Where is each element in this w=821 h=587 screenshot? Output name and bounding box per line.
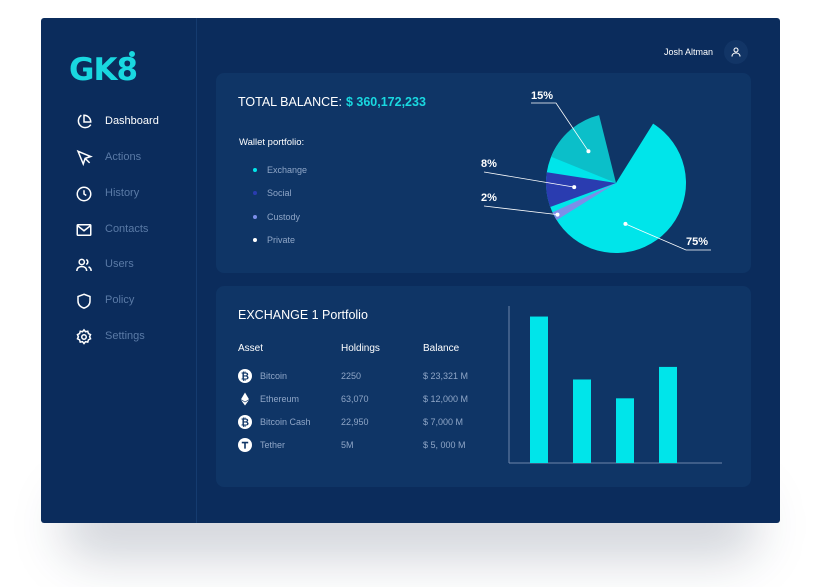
cursor-icon [76,149,93,167]
user-name: Josh Altman [663,47,713,57]
table-row[interactable]: Ethereum 63,070 $ 12,000 M [238,392,488,408]
table-row[interactable]: ₿ Bitcoin 2250 $ 23,321 M [238,369,488,385]
pie-slice-custody [552,183,616,221]
sidebar-item-policy[interactable]: Policy [75,291,134,311]
sidebar-item-label: History [105,187,140,199]
asset-holdings: 2250 [341,371,362,381]
asset-balance: $ 12,000 M [423,394,469,404]
avatar[interactable] [724,40,748,64]
total-balance-label: TOTAL BALANCE: [238,95,342,109]
ethereum-icon [241,392,249,406]
bar-ethereum [573,379,591,463]
asset-balance: $ 23,321 M [423,371,469,381]
sidebar-item-label: Settings [105,330,145,342]
app-window: GK8 Dashboard Actions History Contacts U… [41,18,780,523]
legend-label: Custody [267,212,301,222]
pie-label-private: 15% [531,90,553,102]
tether-icon [238,438,252,452]
asset-name: Bitcoin [260,371,288,381]
legend-dot [253,168,257,172]
legend-dot [253,191,257,195]
bitcoin-cash-icon: ₿ [238,415,252,429]
bar-bitcoin-cash [616,398,634,463]
legend-dot [253,238,257,242]
sidebar-item-label: Dashboard [105,115,159,127]
logo: GK8 [69,52,138,88]
asset-holdings: 5M [341,440,354,450]
legend-label: Exchange [267,165,308,175]
legend-item-custody: Custody [253,212,300,222]
bar-tether [659,366,677,463]
table-row[interactable]: ₿ Bitcoin Cash 22,950 $ 7,000 M [238,415,488,431]
pie-callout-line [483,205,558,216]
legend-item-exchange: Exchange [253,165,307,175]
pie-chart-icon [77,114,92,129]
portfolio-title: EXCHANGE 1 Portfolio [238,308,368,322]
clock-icon [76,186,92,202]
sidebar-item-settings[interactable]: Settings [75,327,145,347]
shield-icon [77,293,91,309]
total-balance: TOTAL BALANCE: $ 360,172,233 [238,95,426,109]
pie-callout-line [483,171,575,188]
asset-holdings: 22,950 [341,417,369,427]
user-icon [731,47,741,57]
balance-card: TOTAL BALANCE: $ 360,172,233 Wallet portf… [216,73,751,273]
sidebar-item-label: Users [105,258,134,270]
asset-balance: $ 5, 000 M [423,440,466,450]
sidebar: GK8 Dashboard Actions History Contacts U… [41,18,197,523]
pie-slice-private [551,115,616,183]
table-row[interactable]: Tether 5M $ 5, 000 M [238,438,488,454]
sidebar-item-dashboard[interactable]: Dashboard [75,112,159,132]
sidebar-item-actions[interactable]: Actions [75,148,141,168]
pie-callout-line [625,223,711,251]
sidebar-item-users[interactable]: Users [75,255,134,275]
legend-label: Social [267,188,292,198]
pie-label-exchange: 75% [686,236,708,248]
bar-bitcoin [530,316,548,463]
total-balance-value: $ 360,172,233 [345,95,426,109]
svg-text:₿: ₿ [241,417,249,429]
portfolio-pie-chart: 75% 15% 8% 2% [481,90,711,254]
asset-name: Tether [260,440,286,450]
logo-dot [129,51,135,57]
exchange-bar-chart [508,306,722,464]
sidebar-item-label: Policy [105,294,135,306]
exchange-portfolio-card: EXCHANGE 1 Portfolio Asset Holdings Bala… [216,286,751,487]
pie-slice-social [546,172,616,207]
pie-label-social: 8% [481,158,497,170]
pie-label-custody: 2% [481,192,497,204]
sidebar-item-label: Actions [105,151,142,163]
legend-label: Private [267,235,296,245]
sidebar-item-label: Contacts [105,223,149,235]
asset-name: Bitcoin Cash [260,417,311,427]
bitcoin-icon: ₿ [238,369,252,383]
legend-item-private: Private [253,235,295,245]
asset-balance: $ 7,000 M [423,417,464,427]
column-header-holdings: Holdings [341,343,380,354]
pie-slice-exchange [546,123,686,254]
users-icon [76,258,92,272]
column-header-asset: Asset [238,343,264,354]
column-header-balance: Balance [423,343,460,354]
user-menu[interactable]: Josh Altman [664,40,748,64]
legend-dot [253,215,257,219]
sidebar-item-history[interactable]: History [75,184,139,204]
gear-icon [76,328,92,345]
pie-callout-line [531,102,589,152]
sidebar-item-contacts[interactable]: Contacts [75,220,148,240]
mail-icon [76,224,92,236]
wallet-portfolio-title: Wallet portfolio: [239,137,305,148]
legend-item-social: Social [253,188,292,198]
asset-holdings: 63,070 [341,394,369,404]
asset-name: Ethereum [260,394,300,404]
svg-text:₿: ₿ [241,371,249,383]
